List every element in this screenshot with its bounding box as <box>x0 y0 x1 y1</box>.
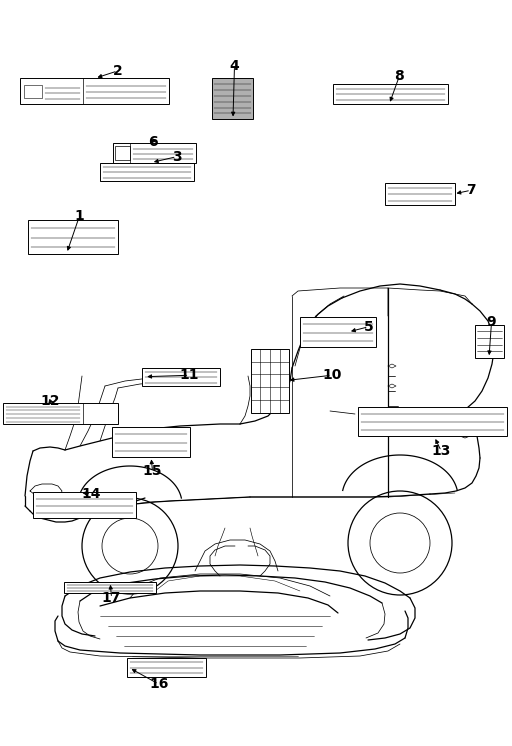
Text: 7: 7 <box>466 184 476 197</box>
Bar <box>112 427 190 457</box>
Bar <box>3 403 118 424</box>
Bar <box>385 183 455 205</box>
Text: 10: 10 <box>322 369 342 382</box>
Bar <box>142 368 220 386</box>
Bar <box>64 582 156 593</box>
Bar <box>20 78 169 104</box>
Text: 12: 12 <box>40 395 60 408</box>
Text: 3: 3 <box>172 150 181 163</box>
Text: 9: 9 <box>487 316 496 329</box>
Text: 15: 15 <box>143 465 162 478</box>
Bar <box>115 146 130 160</box>
Bar <box>300 317 376 347</box>
Text: 11: 11 <box>180 369 199 382</box>
Text: 2: 2 <box>113 64 123 78</box>
Text: 14: 14 <box>81 487 101 501</box>
Bar <box>113 143 196 163</box>
Bar <box>127 658 206 677</box>
Text: 6: 6 <box>148 135 157 148</box>
Text: 16: 16 <box>149 677 168 691</box>
Bar <box>33 492 136 518</box>
Bar <box>475 325 504 358</box>
Bar <box>212 78 253 119</box>
Bar <box>358 407 507 436</box>
Text: 4: 4 <box>229 59 240 72</box>
Text: 17: 17 <box>102 592 121 605</box>
Bar <box>100 163 194 181</box>
Bar <box>333 84 448 104</box>
Text: 5: 5 <box>364 320 374 333</box>
Text: 1: 1 <box>74 210 84 223</box>
Bar <box>28 220 118 254</box>
Bar <box>251 349 289 413</box>
Text: 8: 8 <box>394 69 404 83</box>
Bar <box>25 85 42 98</box>
Text: 13: 13 <box>432 445 451 458</box>
